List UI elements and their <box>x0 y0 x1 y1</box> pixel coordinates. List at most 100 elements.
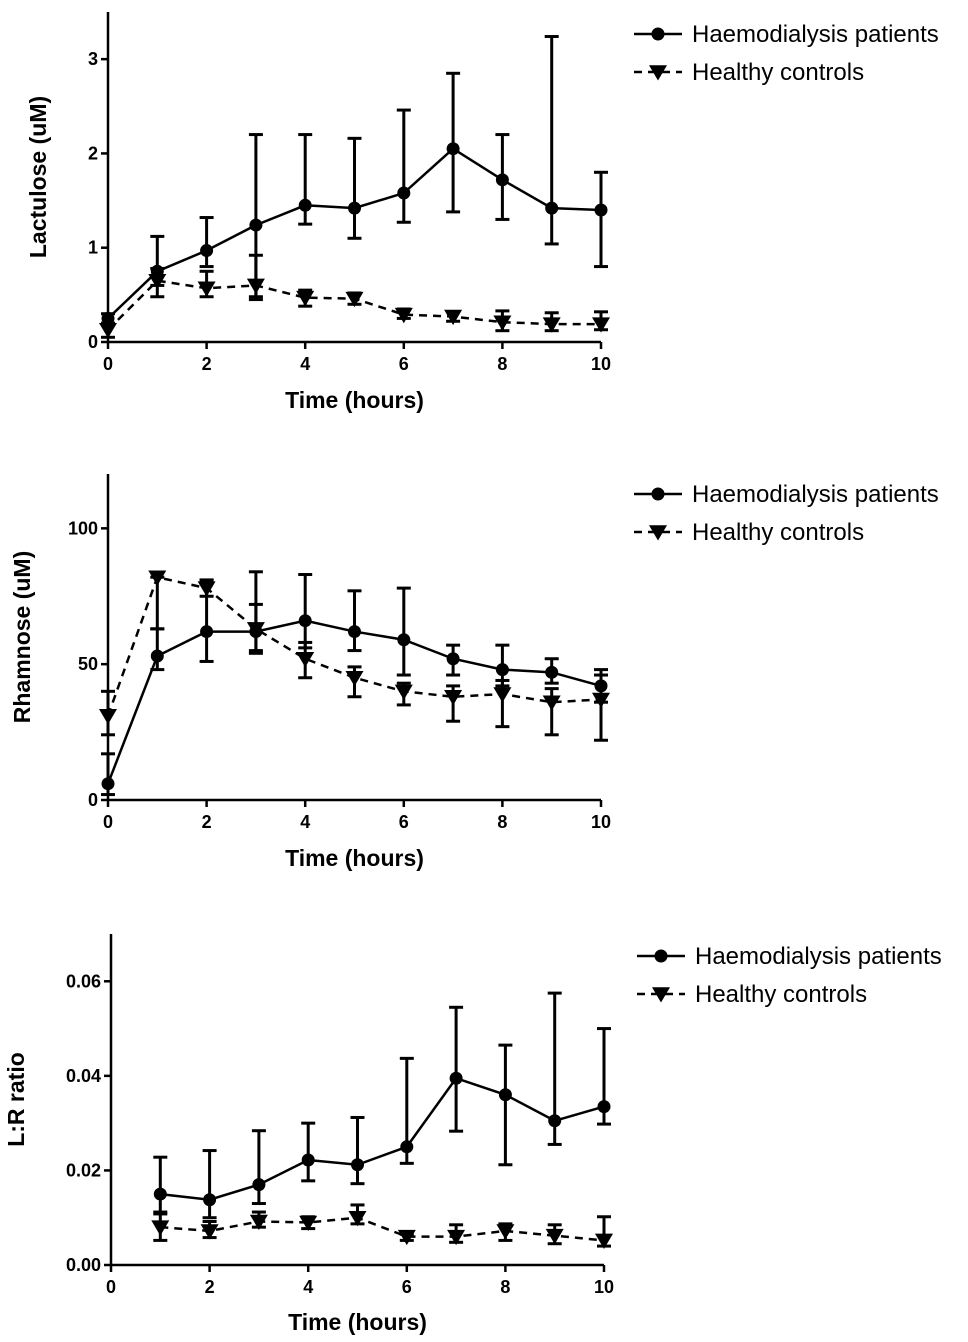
chart-panel-3: 0 2 4 6 8 10 0.00 0.02 0.04 0.06 Time (hours) L:R r… <box>3 934 942 1335</box>
data-point <box>299 1215 318 1231</box>
data-point <box>148 570 167 586</box>
legend-label: Healthy controls <box>695 981 867 1008</box>
data-point <box>348 1210 367 1227</box>
data-point <box>148 273 167 290</box>
y-tick-label: 0.04 <box>66 1066 101 1086</box>
x-tick-label: 10 <box>591 354 611 374</box>
y-tick-label: 0 <box>88 332 98 352</box>
x-axis-title: Time (hours) <box>285 845 424 871</box>
series-healthy-controls <box>99 570 610 742</box>
data-point <box>203 1193 217 1207</box>
data-point <box>298 198 312 212</box>
legend-marker <box>651 487 665 501</box>
y-tick-label: 100 <box>68 518 98 538</box>
data-point <box>446 652 460 666</box>
data-point <box>296 651 315 668</box>
data-point <box>200 1224 219 1240</box>
data-point <box>495 173 509 187</box>
legend-marker <box>652 987 670 1003</box>
data-point <box>400 1140 414 1154</box>
data-point <box>246 278 265 294</box>
data-point <box>545 201 559 215</box>
data-point <box>542 317 561 333</box>
legend-label: Haemodialysis patients <box>692 481 939 508</box>
legend-marker <box>649 525 667 541</box>
x-tick-label: 2 <box>205 1277 215 1297</box>
x-tick-label: 8 <box>497 354 507 374</box>
data-point <box>348 625 361 639</box>
x-tick-label: 8 <box>500 1277 510 1297</box>
data-point <box>345 671 364 687</box>
y-tick-label: 0 <box>88 790 98 810</box>
legend-marker <box>651 27 665 41</box>
data-point <box>594 203 608 217</box>
data-point <box>493 687 512 703</box>
legend-marker <box>649 65 667 81</box>
data-point <box>197 581 216 597</box>
data-point <box>200 625 214 639</box>
data-point <box>298 614 312 628</box>
series-haemodialysis <box>153 991 611 1220</box>
x-tick-label: 4 <box>300 354 310 374</box>
data-point <box>394 684 413 700</box>
legend: Haemodialysis patients Healthy controls <box>634 21 939 86</box>
data-point <box>345 291 364 308</box>
legend-marker <box>654 949 668 963</box>
data-point <box>101 777 115 791</box>
x-axis-title: Time (hours) <box>285 387 424 413</box>
data-point <box>496 1224 515 1240</box>
data-point <box>597 1100 611 1114</box>
y-tick-label: 0.00 <box>66 1255 101 1275</box>
data-point <box>545 1228 564 1245</box>
x-tick-label: 0 <box>103 354 113 374</box>
data-point <box>150 649 164 663</box>
data-point <box>249 1214 268 1231</box>
x-tick-label: 10 <box>594 1277 614 1297</box>
x-tick-label: 8 <box>497 812 507 832</box>
data-point <box>446 142 460 156</box>
data-point <box>153 1187 167 1201</box>
data-point <box>394 307 413 324</box>
series-healthy-controls <box>99 253 610 339</box>
x-tick-label: 0 <box>103 812 113 832</box>
series-line <box>160 1216 605 1242</box>
data-point <box>447 1229 466 1246</box>
y-tick-label: 3 <box>88 49 98 69</box>
series-haemodialysis <box>101 35 608 327</box>
x-tick-label: 6 <box>402 1277 412 1297</box>
x-tick-label: 2 <box>202 812 212 832</box>
data-point <box>246 622 265 638</box>
y-tick-label: 50 <box>78 654 98 674</box>
data-point <box>397 1229 416 1246</box>
data-point <box>397 186 411 200</box>
data-point <box>545 665 559 679</box>
data-point <box>348 201 361 215</box>
data-point <box>592 317 610 333</box>
data-point <box>542 695 561 711</box>
series-line <box>160 1076 605 1202</box>
chart-panel-1: 0 2 4 6 8 10 0 1 2 3 Time (hours) Lactulose (uM) Hae… <box>25 12 939 413</box>
x-tick-label: 2 <box>202 354 212 374</box>
data-point <box>99 322 117 339</box>
data-point <box>296 290 315 307</box>
y-tick-label: 2 <box>88 143 98 163</box>
x-axis-title: Time (hours) <box>288 1309 427 1335</box>
data-point <box>444 309 463 326</box>
series-healthy-controls <box>151 1203 613 1249</box>
data-point <box>249 218 263 232</box>
data-point <box>495 663 509 677</box>
legend: Haemodialysis patients Healthy controls <box>634 481 939 546</box>
y-axis-title: Lactulose (uM) <box>25 96 51 258</box>
data-point <box>99 709 117 725</box>
data-point <box>252 1178 266 1192</box>
data-point <box>397 633 411 647</box>
data-point <box>197 281 216 297</box>
y-axis-title: Rhamnose (uM) <box>9 551 35 724</box>
data-point <box>493 315 512 331</box>
y-tick-label: 1 <box>88 238 98 258</box>
data-point <box>301 1153 315 1167</box>
x-tick-label: 4 <box>300 812 310 832</box>
